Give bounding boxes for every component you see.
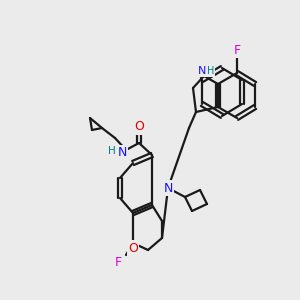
Text: H: H [207, 66, 215, 76]
Text: O: O [128, 242, 138, 254]
Text: O: O [134, 121, 144, 134]
Text: N: N [198, 66, 206, 76]
Text: N: N [117, 146, 127, 160]
Text: F: F [114, 256, 122, 268]
Text: F: F [233, 44, 241, 56]
Text: H: H [108, 146, 116, 156]
Text: N: N [163, 182, 173, 194]
